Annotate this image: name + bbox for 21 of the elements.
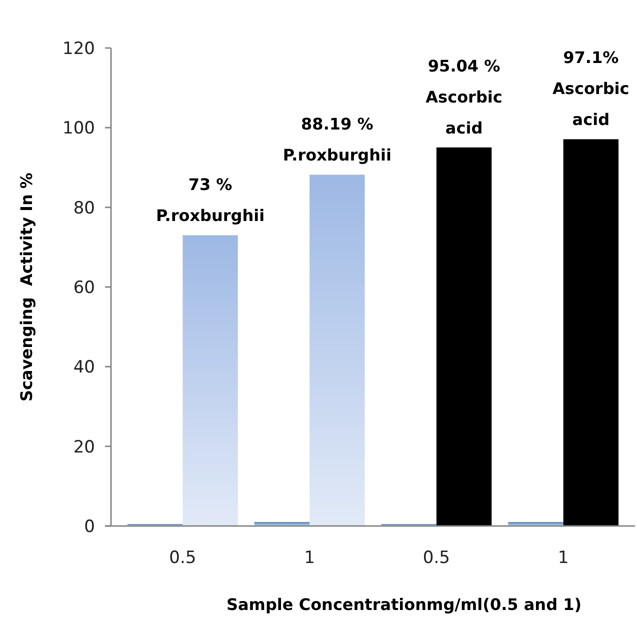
y-tick-label: 0: [84, 516, 95, 537]
bar: [182, 235, 238, 526]
y-tick-label: 40: [73, 358, 95, 378]
y-axis-title: Scavenging Activity In %: [17, 172, 36, 402]
data-label: 88.19 % P.roxburghii: [282, 114, 392, 165]
x-tick-label: 0.5: [169, 548, 196, 568]
x-tick-label: 0.5: [422, 548, 450, 568]
x-tick-label: 1: [304, 548, 315, 568]
data-label: 95.04 % Ascorbic acid: [426, 56, 502, 138]
data-label: 73 % P.roxburghii: [156, 175, 265, 226]
x-axis-title: Sample Concentrationmg/ml(0.5 and 1): [226, 595, 582, 614]
x-tick-label: 1: [558, 548, 569, 568]
y-tick-label: 80: [73, 198, 95, 218]
y-tick-label: 100: [62, 118, 95, 139]
bar: [310, 174, 365, 526]
bar: [436, 147, 492, 526]
data-label: 97.1% Ascorbic acid: [552, 48, 630, 130]
y-tick-label: 20: [73, 437, 95, 458]
bar: [563, 139, 619, 526]
y-tick-label: 120: [62, 38, 95, 59]
y-tick-label: 60: [73, 278, 95, 298]
